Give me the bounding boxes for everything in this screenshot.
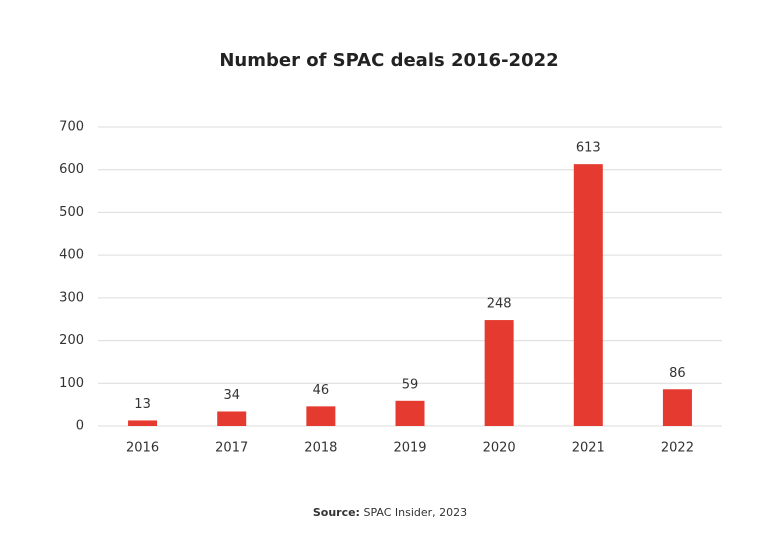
y-tick-label: 200	[59, 333, 84, 348]
chart-title: Number of SPAC deals 2016-2022	[219, 50, 558, 71]
x-tick-label: 2020	[483, 441, 516, 456]
y-tick-label: 600	[59, 162, 84, 177]
x-tick-label: 2019	[393, 441, 426, 456]
bar	[573, 164, 603, 426]
value-label: 13	[134, 397, 151, 412]
y-tick-label: 300	[59, 290, 84, 305]
bar	[306, 406, 336, 426]
y-tick-label: 500	[59, 205, 84, 220]
y-tick-label: 0	[76, 419, 84, 434]
source-label: Source:	[313, 506, 360, 519]
source-text: SPAC Insider, 2023	[363, 506, 467, 519]
value-label: 46	[313, 383, 330, 398]
x-tick-label: 2021	[572, 441, 605, 456]
y-tick-label: 400	[59, 248, 84, 263]
x-tick-label: 2022	[661, 441, 694, 456]
y-tick-label: 100	[59, 376, 84, 391]
source-note: Source: SPAC Insider, 2023	[313, 506, 467, 519]
y-tick-label: 700	[59, 120, 84, 135]
bar	[395, 400, 425, 426]
value-label: 59	[402, 377, 419, 392]
value-label: 613	[576, 141, 601, 156]
value-label: 248	[487, 297, 512, 312]
bar	[128, 420, 158, 426]
bar	[662, 389, 692, 426]
x-tick-label: 2017	[215, 441, 248, 456]
value-label: 34	[223, 388, 240, 403]
bar	[217, 411, 247, 426]
value-label: 86	[669, 366, 686, 381]
bar	[484, 320, 514, 426]
x-tick-label: 2018	[304, 441, 337, 456]
x-tick-label: 2016	[126, 441, 159, 456]
